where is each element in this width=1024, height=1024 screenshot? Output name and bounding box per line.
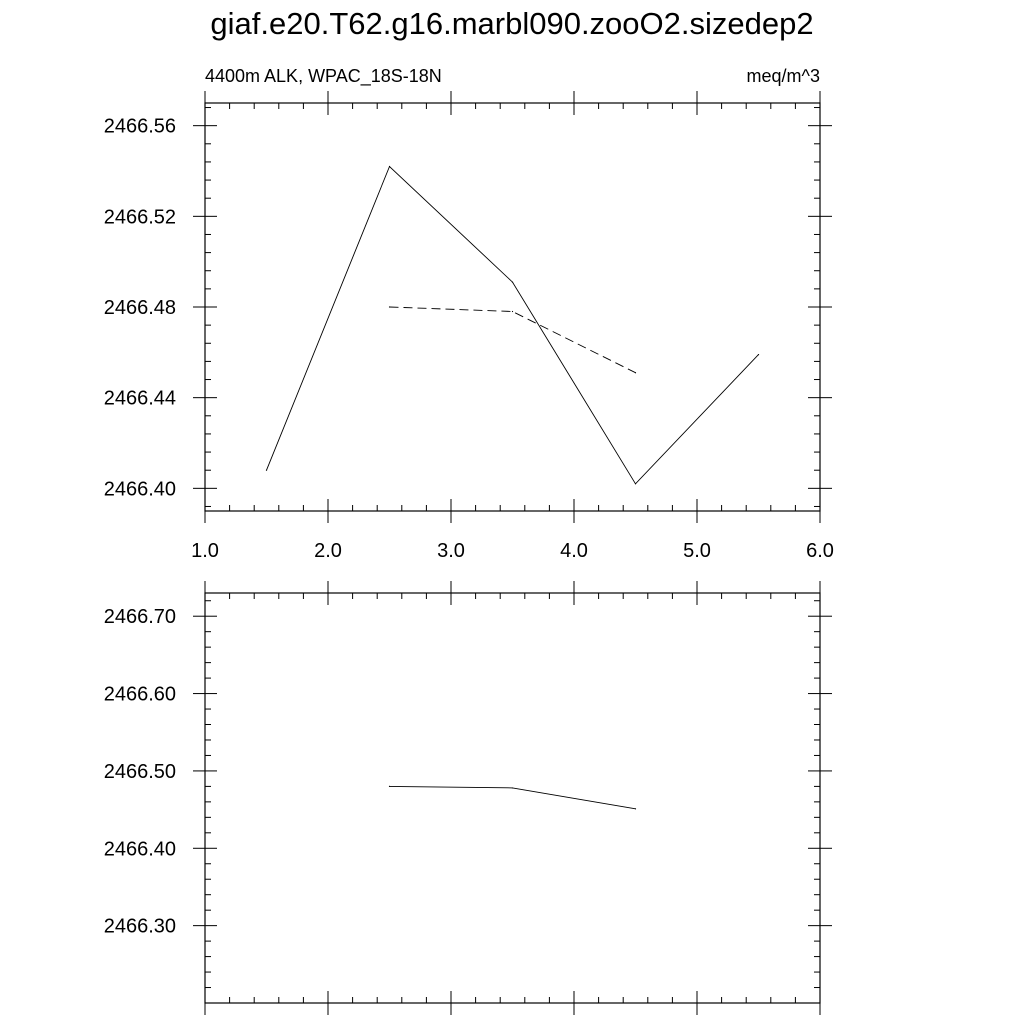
y-tick-label: 2466.52: [104, 206, 176, 228]
x-tick-label: 6.0: [806, 540, 834, 562]
data-point: [511, 787, 514, 789]
y-tick-label: 2466.40: [104, 838, 176, 860]
y-tick-label: 2466.70: [104, 606, 176, 628]
top-panel: 1.0 2.0 3.0 4.0 5.0 6.0 2466.40 2466.44 2466.48 2…: [104, 91, 834, 562]
bottom-panel: 2466.30 2466.40 2466.50 2466.60 2466.70: [104, 581, 832, 1015]
series-line-dashed: [389, 306, 636, 374]
x-tick-label: 2.0: [314, 540, 342, 562]
x-tick-label: 3.0: [437, 540, 465, 562]
data-point: [757, 354, 760, 356]
chart-title: giaf.e20.T62.g16.marbl090.zooO2.sizedep2: [210, 6, 814, 41]
x-tick-label: 5.0: [683, 540, 711, 562]
y-tick-label: 2466.60: [104, 684, 176, 706]
x-tick-label: 1.0: [191, 540, 219, 562]
data-point: [388, 306, 391, 308]
data-point: [634, 372, 637, 374]
data-point: [511, 281, 514, 283]
data-point: [634, 808, 637, 810]
y-tick-label: 2466.30: [104, 916, 176, 938]
data-point: [388, 785, 391, 787]
y-tick-label: 2466.56: [104, 116, 176, 138]
y-tick-label: 2466.50: [104, 761, 176, 783]
data-point: [388, 165, 391, 168]
left-subtitle: 4400m ALK, WPAC_18S-18N: [205, 66, 442, 86]
plot-frame: [204, 592, 821, 1004]
y-tick-label: 2466.48: [104, 297, 176, 319]
plot-frame: [204, 102, 821, 512]
y-tick-label: 2466.40: [104, 478, 176, 500]
data-point: [511, 310, 514, 313]
x-tick-label: 4.0: [560, 540, 588, 562]
data-point: [634, 483, 637, 485]
units-subtitle: meq/m^3: [746, 66, 820, 86]
series-line-solid: [266, 165, 759, 485]
data-point: [265, 469, 268, 471]
y-tick-label: 2466.44: [104, 388, 176, 410]
series-line-solid: [389, 785, 636, 810]
